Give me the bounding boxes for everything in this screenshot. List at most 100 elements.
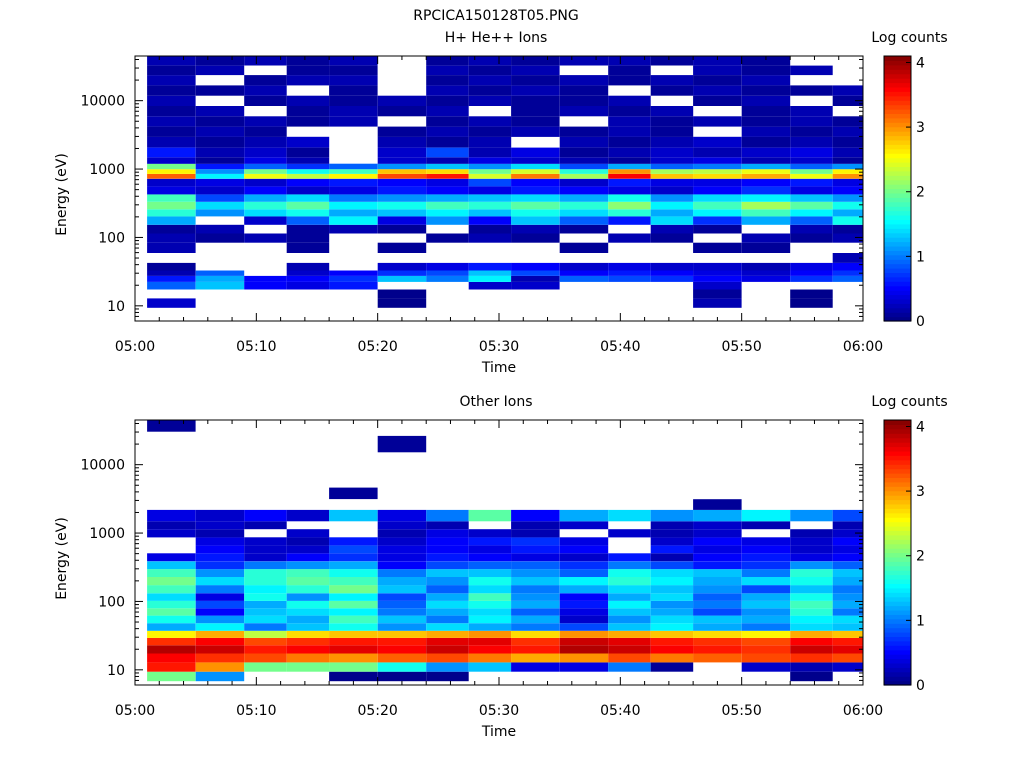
heatmap-cell bbox=[377, 169, 427, 174]
heatmap-cell bbox=[377, 106, 427, 117]
colorbar-segment bbox=[884, 521, 911, 527]
heatmap-cell bbox=[147, 637, 196, 646]
heatmap-cell bbox=[741, 630, 791, 638]
heatmap-cell bbox=[511, 645, 560, 654]
heatmap-cell bbox=[832, 224, 863, 234]
heatmap-cell bbox=[147, 623, 196, 631]
heatmap-cell bbox=[511, 521, 560, 530]
colorbar-segment bbox=[884, 223, 911, 229]
heatmap-cell bbox=[511, 537, 560, 546]
heatmap-cell bbox=[790, 671, 833, 682]
colorbar-segment bbox=[884, 153, 911, 159]
heatmap-cell bbox=[693, 569, 742, 577]
heatmap-cell bbox=[559, 95, 609, 106]
heatmap-cell bbox=[608, 270, 651, 276]
heatmap-cell bbox=[147, 420, 196, 432]
heatmap-cell bbox=[195, 662, 245, 672]
heatmap-cell bbox=[244, 545, 287, 554]
heatmap-cell bbox=[468, 224, 512, 234]
colorbar-segment bbox=[884, 148, 911, 154]
colorbar-segment bbox=[884, 268, 911, 273]
heatmap-cell bbox=[559, 521, 609, 530]
heatmap-cell bbox=[377, 645, 427, 654]
heatmap-cell bbox=[147, 85, 196, 96]
heatmap-cell bbox=[147, 509, 196, 522]
colorbar-segment bbox=[884, 574, 911, 580]
colorbar-segment bbox=[884, 109, 911, 114]
heatmap-cell bbox=[650, 194, 694, 202]
heatmap-cell bbox=[650, 209, 694, 217]
heatmap-cell bbox=[790, 275, 833, 282]
heatmap-cell bbox=[608, 653, 651, 663]
colorbar-segment bbox=[884, 131, 911, 137]
heatmap-cell bbox=[426, 85, 469, 96]
heatmap-cell bbox=[608, 608, 651, 616]
heatmap-cell bbox=[329, 65, 378, 76]
heatmap-cell bbox=[693, 637, 742, 646]
heatmap-cell bbox=[147, 593, 196, 601]
heatmap-cell bbox=[693, 561, 742, 570]
heatmap-cell bbox=[377, 671, 427, 682]
heatmap-cell bbox=[244, 653, 287, 663]
heatmap-cell bbox=[377, 435, 427, 453]
heatmap-cells bbox=[147, 56, 863, 308]
heatmap-cell bbox=[286, 233, 330, 243]
heatmap-cell bbox=[244, 178, 287, 187]
colorbar-segment bbox=[884, 623, 911, 629]
heatmap-cell bbox=[559, 178, 609, 187]
heatmap-cell bbox=[790, 126, 833, 137]
heatmap-cell bbox=[693, 577, 742, 586]
heatmap-cell bbox=[195, 163, 245, 170]
heatmap-cell bbox=[329, 593, 378, 601]
heatmap-cell bbox=[693, 95, 742, 106]
heatmap-cell bbox=[693, 630, 742, 638]
heatmap-cell bbox=[741, 95, 791, 106]
colorbar-segment bbox=[884, 219, 911, 225]
colorbar-segment bbox=[884, 561, 911, 567]
heatmap-cell bbox=[147, 662, 196, 672]
heatmap-cell bbox=[329, 75, 378, 86]
x-tick-label: 05:10 bbox=[236, 703, 276, 719]
heatmap-cell bbox=[511, 173, 560, 179]
colorbar-segment bbox=[884, 601, 911, 607]
heatmap-cell bbox=[468, 75, 512, 86]
heatmap-cell bbox=[329, 173, 378, 179]
heatmap-cell bbox=[244, 201, 287, 210]
heatmap-cell bbox=[650, 537, 694, 546]
heatmap-cell bbox=[790, 545, 833, 554]
heatmap-cell bbox=[790, 116, 833, 127]
heatmap-cell bbox=[286, 577, 330, 586]
heatmap-cell bbox=[650, 126, 694, 137]
heatmap-cell bbox=[329, 537, 378, 546]
heatmap-cell bbox=[329, 163, 378, 170]
colorbar-segment bbox=[884, 281, 911, 287]
heatmap-cell bbox=[468, 509, 512, 522]
heatmap-cell bbox=[693, 169, 742, 174]
heatmap-cell bbox=[468, 65, 512, 76]
heatmap-cell bbox=[329, 608, 378, 616]
heatmap-cell bbox=[195, 116, 245, 127]
heatmap-cell bbox=[559, 569, 609, 577]
heatmap-cell bbox=[286, 163, 330, 170]
heatmap-cell bbox=[832, 253, 863, 263]
heatmap-cell bbox=[147, 262, 196, 271]
colorbar-segment bbox=[884, 473, 911, 478]
heatmap-cell bbox=[741, 201, 791, 210]
heatmap-cell bbox=[790, 169, 833, 174]
heatmap-cell bbox=[511, 85, 560, 96]
heatmap-cell bbox=[195, 521, 245, 530]
heatmap-cell bbox=[559, 509, 609, 522]
heatmap-cell bbox=[195, 136, 245, 148]
heatmap-cell bbox=[790, 136, 833, 148]
heatmap-cell bbox=[377, 262, 427, 271]
heatmap-cell bbox=[195, 653, 245, 663]
heatmap-cell bbox=[468, 163, 512, 170]
heatmap-cell bbox=[693, 509, 742, 522]
heatmap-cell bbox=[832, 186, 863, 195]
heatmap-cell bbox=[244, 521, 287, 530]
heatmap-cell bbox=[286, 569, 330, 577]
colorbar-label: Log counts bbox=[871, 30, 947, 46]
heatmap-cell bbox=[244, 163, 287, 170]
heatmap-cell bbox=[147, 157, 196, 164]
heatmap-cell bbox=[426, 262, 469, 271]
